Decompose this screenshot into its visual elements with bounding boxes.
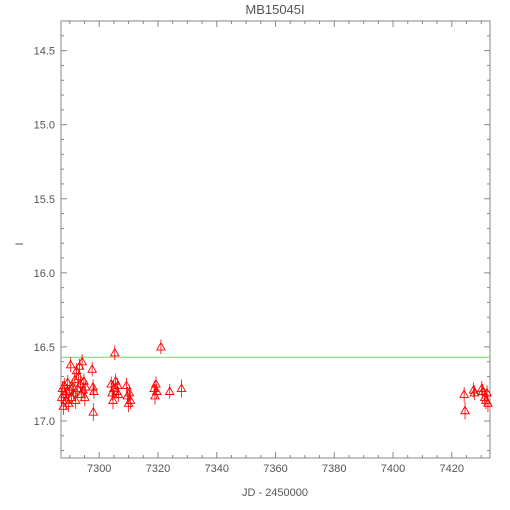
chart-title: MB15045I bbox=[245, 2, 304, 17]
data-point bbox=[482, 385, 493, 401]
x-tick-label: 7420 bbox=[440, 463, 464, 475]
y-tick-label: 16.0 bbox=[34, 268, 55, 280]
triangle-marker bbox=[176, 383, 187, 392]
triangle-marker bbox=[108, 395, 118, 404]
triangle-marker bbox=[151, 386, 162, 395]
triangle-marker bbox=[106, 378, 117, 388]
data-point bbox=[151, 383, 162, 399]
data-point bbox=[74, 358, 85, 374]
y-tick-label: 15.5 bbox=[34, 194, 55, 206]
data-point bbox=[469, 385, 480, 401]
data-point bbox=[109, 345, 120, 361]
triangle-marker bbox=[124, 387, 135, 397]
x-axis-label: JD - 2450000 bbox=[242, 487, 308, 499]
data-point bbox=[65, 357, 76, 373]
data-point bbox=[77, 354, 88, 370]
data-point bbox=[164, 383, 175, 399]
x-tick-label: 7380 bbox=[322, 463, 346, 475]
plot-frame bbox=[60, 20, 491, 459]
x-tick-label: 7400 bbox=[381, 463, 405, 475]
x-tick-label: 7360 bbox=[263, 463, 287, 475]
triangle-marker bbox=[59, 380, 70, 390]
triangle-marker bbox=[65, 359, 76, 369]
triangle-marker bbox=[87, 364, 98, 373]
data-point bbox=[460, 401, 470, 420]
data-point bbox=[80, 379, 91, 395]
triangle-marker bbox=[482, 387, 493, 397]
triangle-marker bbox=[469, 387, 480, 397]
data-point bbox=[79, 388, 90, 407]
triangle-marker bbox=[468, 384, 479, 394]
triangle-marker bbox=[482, 398, 493, 407]
triangle-marker bbox=[121, 380, 132, 390]
triangle-marker bbox=[113, 389, 124, 398]
triangle-marker bbox=[125, 395, 136, 404]
triangle-marker bbox=[69, 374, 80, 384]
triangle-marker bbox=[164, 386, 175, 395]
triangle-marker bbox=[74, 361, 85, 370]
data-point bbox=[88, 379, 99, 395]
data-point bbox=[73, 369, 84, 384]
data-point bbox=[88, 383, 99, 399]
triangle-marker bbox=[56, 392, 67, 401]
data-point bbox=[87, 361, 98, 377]
triangle-marker bbox=[150, 378, 161, 388]
triangle-marker bbox=[476, 383, 487, 392]
y-tick-label: 15.0 bbox=[34, 120, 55, 132]
triangle-marker bbox=[58, 401, 69, 410]
triangle-marker bbox=[61, 386, 72, 395]
data-point bbox=[176, 379, 187, 398]
y-tick-label: 17.0 bbox=[34, 416, 55, 428]
x-tick-label: 7300 bbox=[87, 463, 111, 475]
triangle-marker bbox=[459, 389, 470, 398]
data-point bbox=[482, 394, 493, 413]
triangle-marker bbox=[155, 341, 166, 351]
data-point bbox=[70, 391, 81, 410]
triangle-marker bbox=[79, 392, 90, 401]
x-tick-label: 7320 bbox=[146, 463, 170, 475]
triangle-marker bbox=[88, 406, 99, 416]
triangle-marker bbox=[88, 386, 99, 395]
data-point bbox=[125, 391, 136, 410]
triangle-marker bbox=[64, 384, 75, 394]
data-point bbox=[459, 386, 470, 402]
triangle-marker bbox=[62, 377, 73, 387]
triangle-marker bbox=[88, 381, 99, 391]
data-point bbox=[63, 394, 74, 413]
triangle-marker bbox=[73, 371, 84, 381]
data-point bbox=[112, 378, 123, 393]
y-tick-label: 16.5 bbox=[34, 342, 55, 354]
triangle-marker bbox=[72, 383, 83, 392]
plot-border bbox=[60, 20, 491, 459]
data-point bbox=[62, 375, 73, 390]
triangle-marker bbox=[75, 378, 86, 388]
data-point bbox=[72, 380, 83, 396]
data-points bbox=[56, 339, 493, 421]
y-tick-label: 14.5 bbox=[34, 46, 55, 58]
data-point bbox=[88, 403, 99, 421]
triangle-marker bbox=[70, 395, 81, 404]
triangle-marker bbox=[63, 398, 74, 407]
triangle-marker bbox=[80, 381, 91, 391]
triangle-marker bbox=[109, 347, 120, 357]
y-axis-label: I bbox=[14, 242, 26, 245]
triangle-marker bbox=[77, 356, 88, 366]
data-point bbox=[155, 339, 166, 355]
x-tick-label: 7340 bbox=[204, 463, 228, 475]
data-point bbox=[121, 378, 132, 393]
axis-ticks: 7300 7320 7340 7360 7380 7400 7420 14.5 15.0 15.5… bbox=[34, 20, 490, 475]
triangle-marker bbox=[112, 380, 123, 390]
data-point bbox=[113, 386, 124, 402]
triangle-marker bbox=[460, 405, 470, 415]
